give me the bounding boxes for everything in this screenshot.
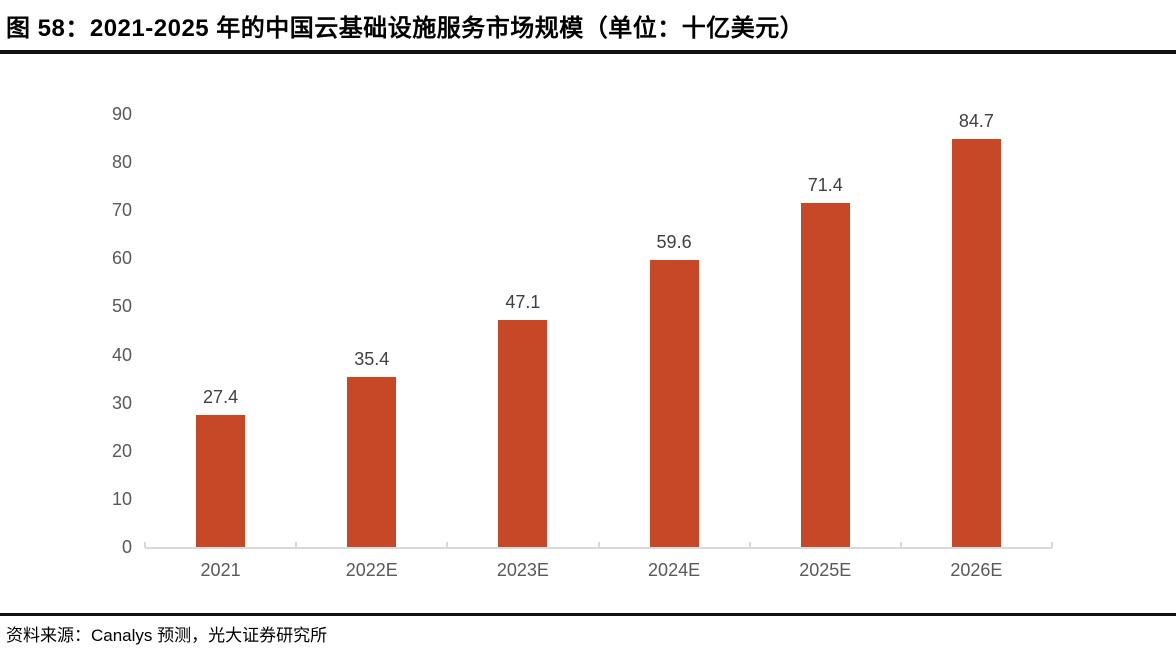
source-note: 资料来源：Canalys 预测，光大证券研究所 — [6, 626, 328, 645]
y-axis-label: 10 — [111, 488, 132, 509]
y-axis-label: 50 — [111, 296, 132, 317]
x-axis-label: 2023E — [496, 560, 549, 580]
source-divider — [0, 613, 1176, 616]
x-axis-label: 2025E — [799, 560, 852, 580]
bar — [196, 415, 246, 547]
x-axis-tick — [597, 542, 600, 548]
y-axis-label: 20 — [111, 440, 132, 461]
bar-value-label: 35.4 — [354, 348, 390, 369]
x-axis-tick — [748, 542, 751, 548]
bar — [498, 320, 548, 547]
x-axis-line — [145, 547, 1052, 549]
figure-title: 图 58：2021-2025 年的中国云基础设施服务市场规模（单位：十亿美元） — [6, 15, 805, 42]
y-axis-label: 30 — [111, 392, 132, 413]
y-axis-label: 40 — [111, 344, 132, 365]
title-divider — [0, 50, 1176, 54]
x-axis-label: 2026E — [950, 560, 1003, 580]
y-axis-label: 70 — [111, 200, 132, 221]
bar-value-label: 84.7 — [958, 111, 994, 132]
x-axis-tick — [295, 542, 298, 548]
x-axis-tick — [1051, 542, 1053, 548]
x-axis-label: 2024E — [648, 560, 701, 580]
x-axis-tick — [144, 542, 146, 548]
bar — [951, 139, 1001, 547]
bar-value-label: 27.4 — [203, 387, 239, 408]
y-axis-label: 90 — [111, 104, 132, 124]
bar — [347, 376, 397, 547]
bar-value-label: 59.6 — [656, 232, 692, 253]
bar — [800, 203, 850, 547]
x-axis-tick — [446, 542, 449, 548]
y-axis-label: 60 — [111, 248, 132, 269]
bar — [649, 260, 699, 547]
bar-value-label: 71.4 — [807, 175, 843, 196]
bar-value-label: 47.1 — [505, 292, 541, 313]
x-axis-tick — [899, 542, 902, 548]
x-axis-label: 2021 — [200, 560, 241, 580]
y-axis-label: 0 — [121, 537, 132, 557]
x-axis-label: 2022E — [345, 560, 398, 580]
bar-chart: 0 10 20 30 40 50 60 70 80 90 27.4 2021 35.4 2022E 47.1… — [0, 70, 1176, 600]
y-axis-label: 80 — [111, 152, 132, 173]
